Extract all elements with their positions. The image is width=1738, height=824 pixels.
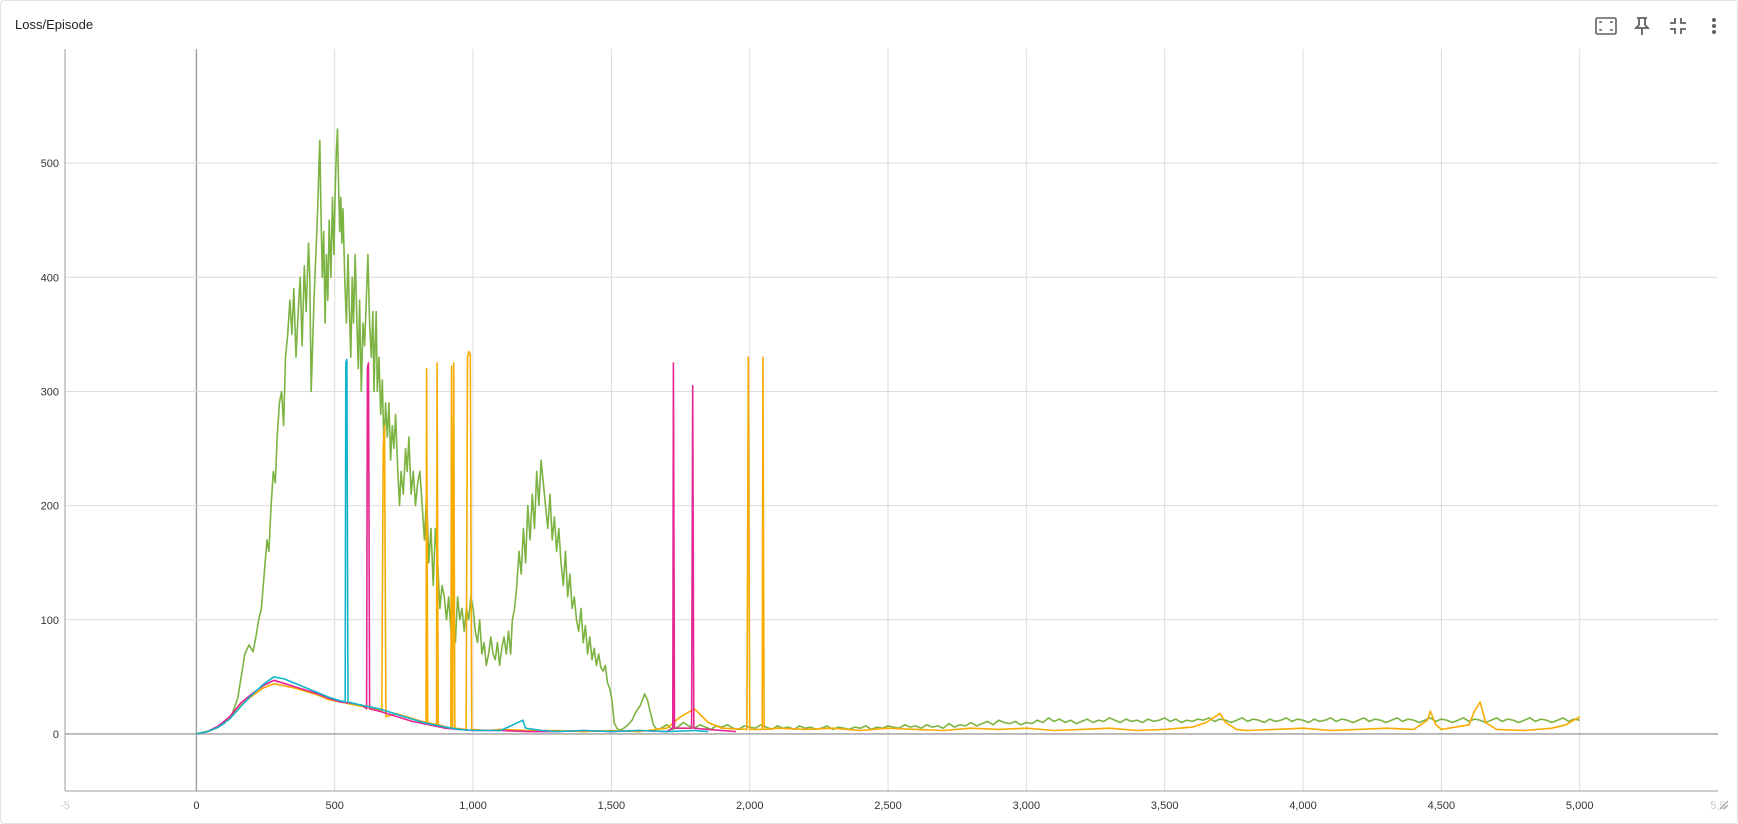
x-tick-label: 4,000: [1289, 800, 1317, 812]
x-tick-label: 1,500: [598, 800, 626, 812]
x-tick-label: 2,000: [736, 800, 764, 812]
series-line-3[interactable]: [196, 362, 736, 735]
series-line-1[interactable]: [196, 128, 1580, 735]
collapse-icon: [1669, 17, 1687, 35]
y-tick-label: 500: [41, 158, 59, 170]
resize-handle-icon[interactable]: [1719, 797, 1729, 815]
series-line-2[interactable]: [196, 350, 1581, 735]
x-tick-label: 500: [326, 800, 344, 812]
pin-button[interactable]: [1629, 13, 1655, 39]
x-tick-label: 2,500: [874, 800, 902, 812]
fit-domain-icon: [1595, 17, 1617, 35]
y-tick-label: 300: [41, 386, 59, 398]
collapse-button[interactable]: [1665, 13, 1691, 39]
x-tick-label: -5: [60, 800, 70, 812]
x-tick-label: 1,000: [459, 800, 487, 812]
x-tick-label: 3,500: [1151, 800, 1179, 812]
x-tick-label: 3,000: [1013, 800, 1041, 812]
pin-icon: [1634, 16, 1650, 36]
x-tick-label: 4,500: [1428, 800, 1456, 812]
series-line-4[interactable]: [196, 358, 709, 735]
y-tick-label: 400: [41, 272, 59, 284]
x-tick-label: 0: [193, 800, 199, 812]
y-tick-label: 0: [53, 729, 59, 741]
fit-domain-button[interactable]: [1593, 13, 1619, 39]
card-toolbar: [1593, 13, 1727, 39]
x-tick-label: 5,000: [1566, 800, 1594, 812]
more-options-button[interactable]: [1701, 13, 1727, 39]
y-tick-label: 200: [41, 501, 59, 513]
x-tick-label: 5,5: [1710, 800, 1725, 812]
card-title: Loss/Episode: [15, 17, 94, 32]
more-vert-icon: [1711, 17, 1717, 35]
y-tick-label: 100: [41, 615, 59, 627]
